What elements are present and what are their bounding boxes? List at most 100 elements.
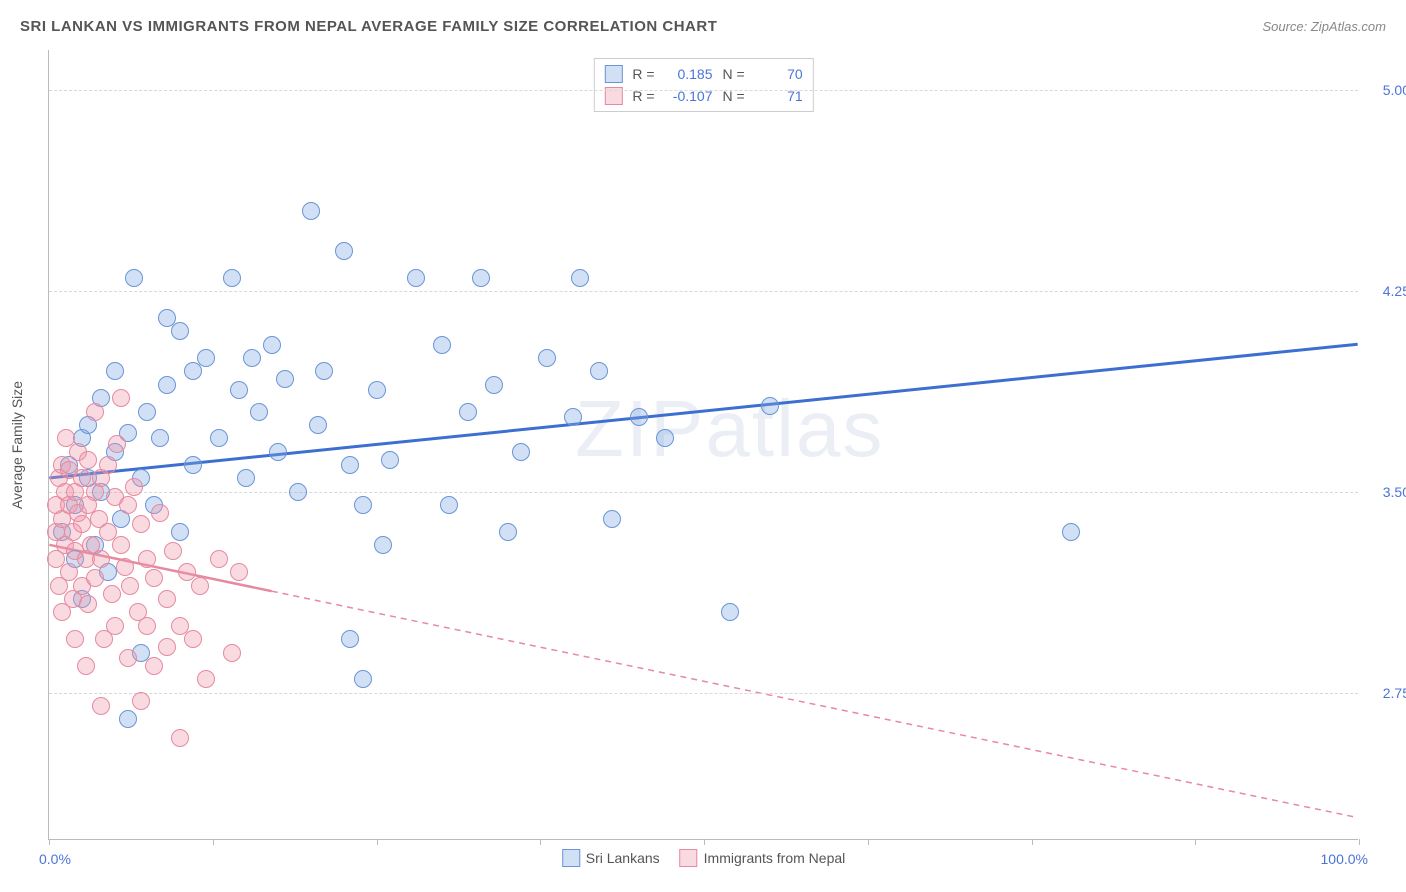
x-tick <box>868 839 869 845</box>
data-point <box>440 496 458 514</box>
x-tick <box>1195 839 1196 845</box>
x-tick <box>704 839 705 845</box>
data-point <box>243 349 261 367</box>
gridline <box>49 90 1358 91</box>
data-point <box>138 403 156 421</box>
data-point <box>171 322 189 340</box>
data-point <box>721 603 739 621</box>
source-label: Source: ZipAtlas.com <box>1262 19 1386 34</box>
data-point <box>630 408 648 426</box>
y-tick-label: 4.25 <box>1383 283 1406 299</box>
data-point <box>103 585 121 603</box>
data-point <box>106 362 124 380</box>
data-point <box>151 429 169 447</box>
data-point <box>125 478 143 496</box>
data-point <box>151 504 169 522</box>
data-point <box>341 630 359 648</box>
data-point <box>603 510 621 528</box>
data-point <box>341 456 359 474</box>
data-point <box>656 429 674 447</box>
legend-swatch <box>604 65 622 83</box>
data-point <box>191 577 209 595</box>
data-point <box>368 381 386 399</box>
x-tick <box>49 839 50 845</box>
data-point <box>210 429 228 447</box>
data-point <box>119 496 137 514</box>
data-point <box>79 595 97 613</box>
data-point <box>512 443 530 461</box>
data-point <box>92 550 110 568</box>
x-axis-min-label: 0.0% <box>39 851 71 867</box>
data-point <box>145 657 163 675</box>
data-point <box>112 536 130 554</box>
data-point <box>485 376 503 394</box>
data-point <box>158 638 176 656</box>
data-point <box>132 692 150 710</box>
y-tick-label: 5.00 <box>1383 82 1406 98</box>
data-point <box>106 617 124 635</box>
data-point <box>132 515 150 533</box>
data-point <box>590 362 608 380</box>
data-point <box>184 362 202 380</box>
n-label: N = <box>723 66 745 82</box>
data-point <box>138 617 156 635</box>
data-point <box>564 408 582 426</box>
y-tick-label: 3.50 <box>1383 484 1406 500</box>
y-tick-label: 2.75 <box>1383 685 1406 701</box>
x-axis-max-label: 100.0% <box>1321 851 1368 867</box>
data-point <box>73 515 91 533</box>
data-point <box>164 542 182 560</box>
trend-lines <box>49 50 1358 839</box>
y-axis-title: Average Family Size <box>9 380 25 508</box>
data-point <box>1062 523 1080 541</box>
data-point <box>99 456 117 474</box>
legend-label: Sri Lankans <box>586 850 660 866</box>
data-point <box>381 451 399 469</box>
data-point <box>538 349 556 367</box>
data-point <box>184 630 202 648</box>
data-point <box>158 590 176 608</box>
data-point <box>761 397 779 415</box>
stats-legend: R =0.185N =70R =-0.107N =71 <box>593 58 813 112</box>
x-tick <box>540 839 541 845</box>
data-point <box>112 389 130 407</box>
data-point <box>184 456 202 474</box>
r-value: 0.185 <box>665 66 713 82</box>
r-label: R = <box>632 66 654 82</box>
data-point <box>210 550 228 568</box>
n-value: 70 <box>755 66 803 82</box>
data-point <box>315 362 333 380</box>
legend-swatch <box>562 849 580 867</box>
data-point <box>263 336 281 354</box>
x-tick <box>377 839 378 845</box>
data-point <box>374 536 392 554</box>
data-point <box>86 403 104 421</box>
watermark: ZIPatlas <box>575 383 884 475</box>
data-point <box>66 630 84 648</box>
data-point <box>197 670 215 688</box>
data-point <box>171 729 189 747</box>
data-point <box>269 443 287 461</box>
data-point <box>223 644 241 662</box>
data-point <box>119 710 137 728</box>
data-point <box>125 269 143 287</box>
data-point <box>472 269 490 287</box>
data-point <box>223 269 241 287</box>
data-point <box>119 649 137 667</box>
gridline <box>49 291 1358 292</box>
data-point <box>121 577 139 595</box>
data-point <box>77 657 95 675</box>
x-tick <box>213 839 214 845</box>
data-point <box>499 523 517 541</box>
data-point <box>335 242 353 260</box>
gridline <box>49 492 1358 493</box>
legend-swatch <box>680 849 698 867</box>
data-point <box>230 381 248 399</box>
scatter-plot: Average Family Size ZIPatlas R =0.185N =… <box>48 50 1358 840</box>
legend-item: Immigrants from Nepal <box>680 849 846 867</box>
data-point <box>237 469 255 487</box>
data-point <box>302 202 320 220</box>
gridline <box>49 693 1358 694</box>
data-point <box>230 563 248 581</box>
data-point <box>571 269 589 287</box>
